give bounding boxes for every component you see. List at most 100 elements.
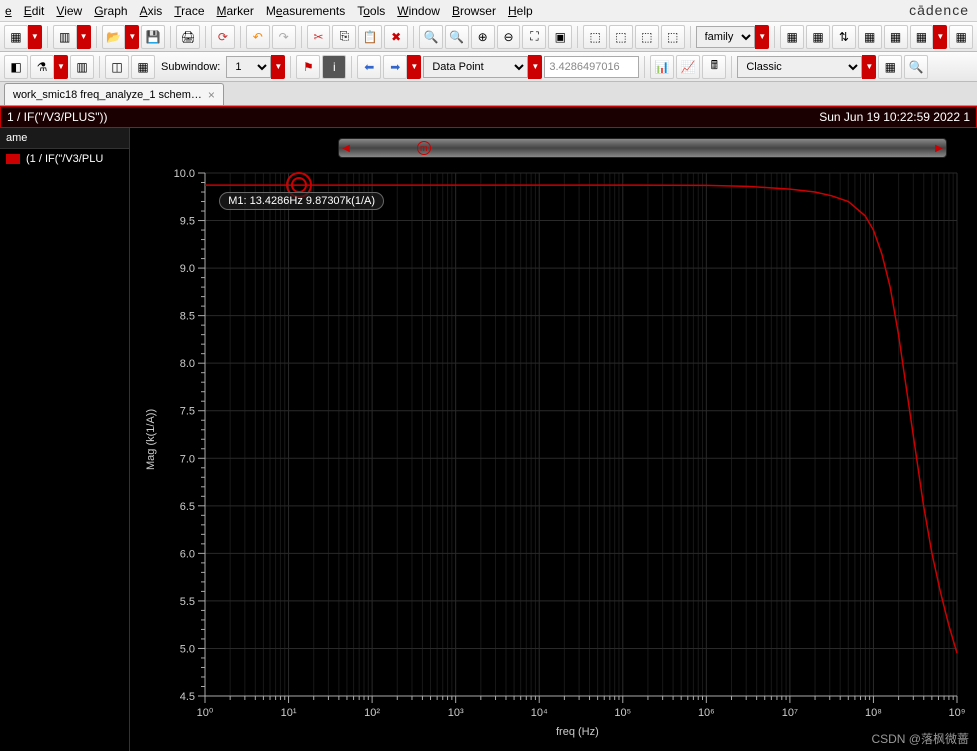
tab-close-icon[interactable]: × xyxy=(208,88,215,102)
svg-text:10.0: 10.0 xyxy=(174,168,195,180)
toolbar-sub: ◧ ⚗▼ ▥ ◫ ▦ Subwindow: 1▼ ⚑ i ⬅ ➡▼ Data P… xyxy=(0,52,977,82)
open-dd[interactable]: ▼ xyxy=(125,25,139,49)
pan2-icon[interactable]: ⬚ xyxy=(609,25,633,49)
zoom2-icon[interactable]: 🔍 xyxy=(445,25,469,49)
copy-icon[interactable]: ⎘ xyxy=(332,25,356,49)
svg-text:10⁴: 10⁴ xyxy=(531,707,548,719)
cadence-logo: cādence xyxy=(909,2,969,18)
flag-icon[interactable]: ⚑ xyxy=(296,55,320,79)
t5-icon[interactable]: ▦ xyxy=(884,25,908,49)
menu-window[interactable]: Window xyxy=(397,4,440,18)
calc-icon[interactable]: 🖩 xyxy=(702,55,726,79)
s4-icon[interactable]: ◫ xyxy=(105,55,129,79)
s2-dd[interactable]: ▼ xyxy=(54,55,68,79)
trace-name: (1 / IF("/V3/PLU xyxy=(26,153,103,165)
next-icon[interactable]: ➡ xyxy=(383,55,407,79)
layout-dd[interactable]: ▼ xyxy=(77,25,91,49)
trace-item[interactable]: (1 / IF("/V3/PLU xyxy=(0,149,129,169)
scrub-right-icon[interactable]: ▶ xyxy=(932,139,946,157)
prev-icon[interactable]: ⬅ xyxy=(357,55,381,79)
chart[interactable]: 10⁰10¹10²10³10⁴10⁵10⁶10⁷10⁸10⁹4.55.05.56… xyxy=(130,128,977,751)
t6-icon[interactable]: ▦ xyxy=(910,25,934,49)
paste-icon[interactable]: 📋 xyxy=(358,25,382,49)
subwin-sel-dd[interactable]: ▼ xyxy=(271,55,285,79)
t6-dd[interactable]: ▼ xyxy=(933,25,947,49)
tab-title: work_smic18 freq_analyze_1 schem… xyxy=(13,89,202,101)
s2-icon[interactable]: ⚗ xyxy=(30,55,54,79)
m1-icon[interactable]: 📊 xyxy=(650,55,674,79)
tabbar: work_smic18 freq_analyze_1 schem… × xyxy=(0,82,977,106)
svg-text:4.5: 4.5 xyxy=(180,691,195,703)
pan3-icon[interactable]: ⬚ xyxy=(635,25,659,49)
svg-text:10²: 10² xyxy=(364,707,380,719)
trace-col-hdr: ame xyxy=(0,128,129,149)
menu-axis[interactable]: Axis xyxy=(140,4,163,18)
menu-marker[interactable]: Marker xyxy=(217,4,254,18)
family-dd[interactable]: ▼ xyxy=(755,25,769,49)
cut-icon[interactable]: ✂ xyxy=(307,25,331,49)
scrubber[interactable]: ◀ m ▶ xyxy=(338,138,947,158)
e2-icon[interactable]: 🔍 xyxy=(904,55,928,79)
redo-icon[interactable]: ↷ xyxy=(272,25,296,49)
s3-icon[interactable]: ▥ xyxy=(70,55,94,79)
m2-icon[interactable]: 📈 xyxy=(676,55,700,79)
timestamp: Sun Jun 19 10:22:59 2022 1 xyxy=(819,110,970,124)
pan4-icon[interactable]: ⬚ xyxy=(661,25,685,49)
scrub-track[interactable]: m xyxy=(353,139,932,157)
marker-label[interactable]: M1: 13.4286Hz 9.87307k(1/A) xyxy=(219,192,384,210)
t3-icon[interactable]: ⇅ xyxy=(832,25,856,49)
plot-area: 1 / IF("/V3/PLUS")) Sun Jun 19 10:22:59 … xyxy=(0,106,977,751)
undo-icon[interactable]: ↶ xyxy=(246,25,270,49)
svg-text:6.5: 6.5 xyxy=(180,501,195,513)
menu-help[interactable]: Help xyxy=(508,4,533,18)
zoomin-icon[interactable]: ⊕ xyxy=(471,25,495,49)
info-icon[interactable]: i xyxy=(322,55,346,79)
mode-dd[interactable]: ▼ xyxy=(528,55,542,79)
menu-browser[interactable]: Browser xyxy=(452,4,496,18)
svg-text:8.0: 8.0 xyxy=(180,358,195,370)
family-select[interactable]: family xyxy=(696,26,756,48)
menu-edit[interactable]: Edit xyxy=(24,4,45,18)
delete-icon[interactable]: ✖ xyxy=(384,25,408,49)
theme-dd[interactable]: ▼ xyxy=(862,55,876,79)
menu-measurements[interactable]: Measurements xyxy=(266,4,345,18)
print-icon[interactable]: 🖨 xyxy=(176,25,200,49)
menu-graph[interactable]: Graph xyxy=(94,4,127,18)
s1-icon[interactable]: ◧ xyxy=(4,55,28,79)
pan1-icon[interactable]: ⬚ xyxy=(583,25,607,49)
zoomfit-icon[interactable]: ⛶ xyxy=(522,25,546,49)
scrub-left-icon[interactable]: ◀ xyxy=(339,139,353,157)
save-icon[interactable]: 💾 xyxy=(141,25,165,49)
zoom1-icon[interactable]: 🔍 xyxy=(419,25,443,49)
mode-select[interactable]: Data Point xyxy=(423,56,528,78)
menu-e[interactable]: e xyxy=(5,4,12,18)
zoomsel-icon[interactable]: ▣ xyxy=(548,25,572,49)
layout-icon[interactable]: ▥ xyxy=(53,25,77,49)
s5-icon[interactable]: ▦ xyxy=(131,55,155,79)
coord-input[interactable] xyxy=(544,56,639,78)
theme-select[interactable]: Classic xyxy=(737,56,862,78)
scrub-marker-icon[interactable]: m xyxy=(417,141,431,155)
menu-tools[interactable]: Tools xyxy=(357,4,385,18)
menu-trace[interactable]: Trace xyxy=(174,4,204,18)
e1-icon[interactable]: ▦ xyxy=(878,55,902,79)
next-dd[interactable]: ▼ xyxy=(407,55,421,79)
subwin-select[interactable]: 1 xyxy=(226,56,271,78)
menu-view[interactable]: View xyxy=(56,4,82,18)
t7-icon[interactable]: ▦ xyxy=(949,25,973,49)
toolbar-main: ▦▼ ▥▼ 📂▼ 💾 🖨 ⟳ ↶ ↷ ✂ ⎘ 📋 ✖ 🔍 🔍 ⊕ ⊖ ⛶ ▣ ⬚… xyxy=(0,22,977,52)
t4-icon[interactable]: ▦ xyxy=(858,25,882,49)
t2-icon[interactable]: ▦ xyxy=(806,25,830,49)
open-icon[interactable]: 📂 xyxy=(102,25,126,49)
subwin-dd[interactable]: ▼ xyxy=(28,25,42,49)
plot-header: 1 / IF("/V3/PLUS")) Sun Jun 19 10:22:59 … xyxy=(0,106,977,128)
tab-schematic[interactable]: work_smic18 freq_analyze_1 schem… × xyxy=(4,83,224,105)
svg-text:8.5: 8.5 xyxy=(180,311,195,323)
subwin-icon[interactable]: ▦ xyxy=(4,25,28,49)
svg-text:7.5: 7.5 xyxy=(180,406,195,418)
zoomout-icon[interactable]: ⊖ xyxy=(497,25,521,49)
t1-icon[interactable]: ▦ xyxy=(780,25,804,49)
reload-icon[interactable]: ⟳ xyxy=(211,25,235,49)
svg-text:5.0: 5.0 xyxy=(180,643,195,655)
svg-text:10⁰: 10⁰ xyxy=(197,707,214,719)
